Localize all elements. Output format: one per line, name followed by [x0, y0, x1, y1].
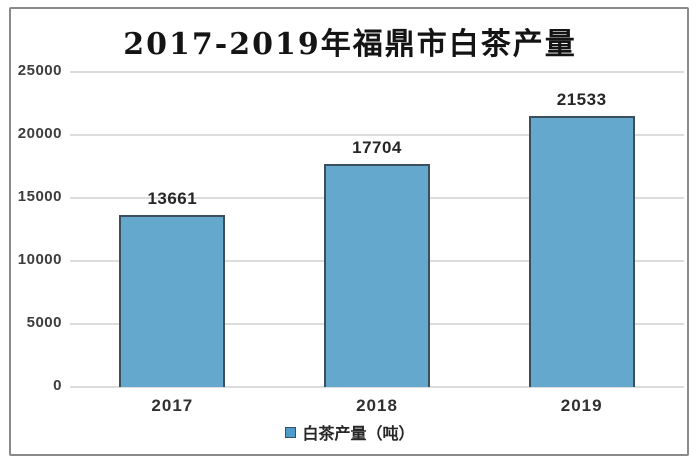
gridline: [70, 134, 684, 136]
bar-value-label: 21533: [556, 89, 607, 109]
y-axis-tick-label: 25000: [17, 62, 62, 79]
bar-2019: [528, 115, 635, 387]
bar-value-label: 17704: [352, 137, 402, 157]
bar-2017: [119, 214, 226, 387]
y-axis-tick-label: 0: [53, 377, 62, 394]
gridline: [70, 386, 684, 388]
bar-2018: [324, 163, 430, 387]
y-axis-tick-label: 15000: [17, 188, 62, 205]
gridline: [70, 71, 684, 73]
y-axis-tick-label: 20000: [17, 125, 62, 142]
y-axis-tick-label: 10000: [17, 251, 62, 268]
legend-label: 白茶产量（吨）: [302, 426, 415, 443]
y-axis-tick-label: 5000: [26, 314, 62, 331]
x-axis-tick-label: 2019: [560, 396, 603, 415]
x-axis-tick-label: 2017: [151, 396, 194, 415]
plot-area: 13661 17704 21533: [70, 71, 684, 388]
bar-value-label: 13661: [147, 188, 198, 208]
chart-title: 2017-2019年福鼎市白茶产量: [123, 27, 577, 62]
x-axis-tick-label: 2018: [356, 396, 398, 415]
legend-swatch-icon: [285, 426, 297, 438]
legend: 白茶产量（吨）: [0, 420, 700, 444]
